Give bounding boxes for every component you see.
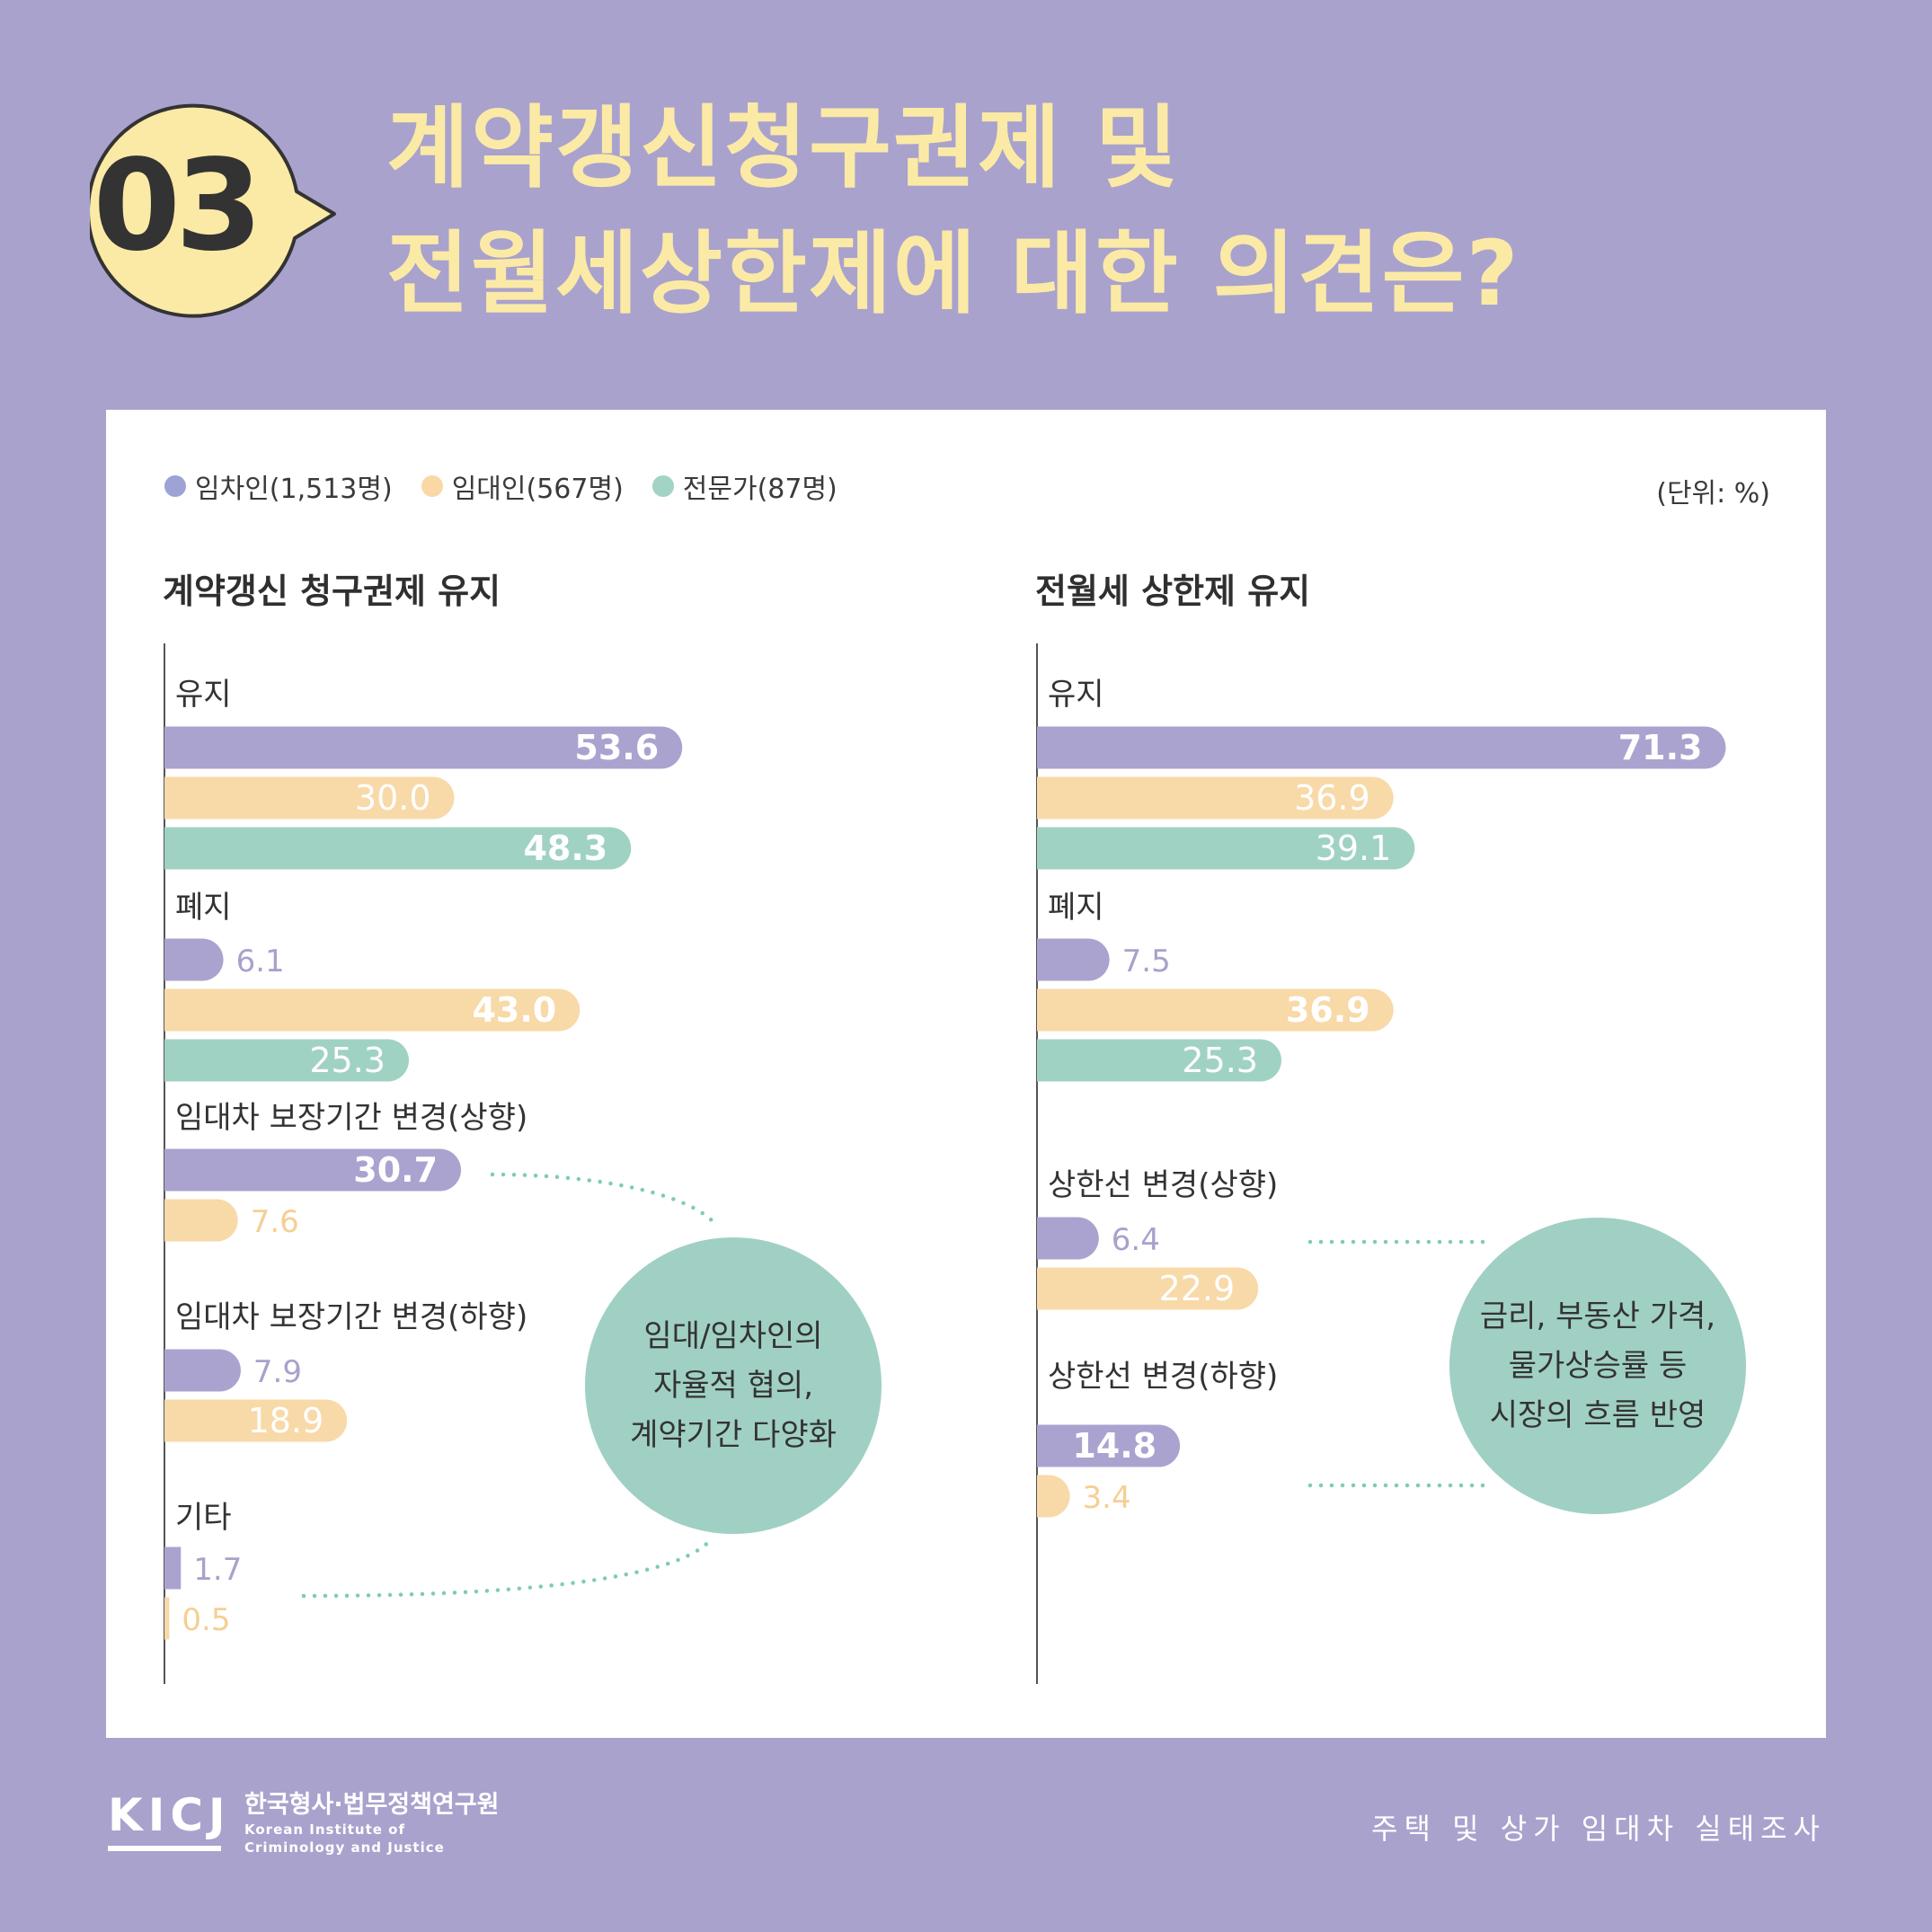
chart1-annotation-line-1: 임대/임차인의 [643,1318,822,1354]
legend-label-landlord: 임대인(567명) [451,474,624,505]
chart2-bar-expert [1037,1039,1281,1082]
chart1-title: 계약갱신 청구권제 유지 [163,572,501,611]
number-badge: 03 [90,103,336,318]
legend-item-expert: 전문가(87명) [651,466,837,506]
org-name-english-1: Korean Institute of [244,1821,406,1838]
chart1-value-label: 53.6 [574,728,659,767]
chart1-value-label: 7.9 [253,1354,302,1390]
chart1-bar-landlord [164,1199,238,1242]
chart2-bar-tenant [1037,938,1110,981]
chart2-value-label: 36.9 [1294,778,1370,818]
chart2-value-label: 22.9 [1159,1269,1236,1308]
chart2-bar-landlord [1037,1267,1259,1310]
page-title-line-2: 전월세상한제에 대한 의견은? [386,221,1520,326]
chart2-category-label: 폐지 [1048,890,1104,926]
chart1-bars: 유지 53.6 30.0 48.3 폐지6.1 43.0 25.3 임대차 보장기간 변경(상… [164,677,683,1640]
chart1-annotation-line-3: 계약기간 다양화 [630,1417,837,1453]
chart1-connector-bottom [301,1536,714,1599]
chart2-annotation-bubble [1449,1218,1746,1514]
page-title-line-1: 계약갱신청구권제 및 [386,95,1180,200]
chart1-bar-tenant [164,1148,462,1192]
chart1-bar-landlord [164,1399,348,1442]
chart2-annotation-line-3: 시장의 흐름 반영 [1490,1397,1706,1433]
legend-item-tenant: 임차인(1,513명) [164,466,393,506]
chart1-value-label: 6.1 [236,944,285,979]
chart2-bar-landlord [1037,988,1394,1032]
chart2-value-label: 71.3 [1618,728,1703,767]
chart1-category-label: 기타 [175,1500,232,1536]
chart1-bar-landlord [164,1597,170,1640]
chart2-value-label: 25.3 [1182,1041,1258,1080]
chart1-bar-expert [164,1039,409,1082]
chart1-bar-tenant [164,1546,182,1590]
chart2-bar-landlord [1037,1475,1070,1518]
chart1-value-label: 30.0 [355,778,431,818]
chart1-value-label: 1.7 [193,1552,242,1588]
chart1-value-label: 25.3 [309,1041,386,1080]
org-name-korean: 한국형사·법무정책연구원 [244,1791,500,1819]
chart1-value-label: 18.9 [248,1401,324,1440]
unit-label: (단위: %) [1656,478,1770,510]
chart1-annotation-line-2: 자율적 협의, [653,1368,813,1404]
legend: 임차인(1,513명) 임대인(567명) 전문가(87명) [164,464,866,509]
chart2-bars: 유지 71.3 36.9 39.1 폐지 7.5 36.9 25.3 상한선 변경(상향) 6.4… [1037,677,1726,1518]
chart1-bar-tenant [164,1349,241,1392]
chart2-bar-tenant [1037,1217,1099,1260]
chart1-bar-tenant [164,726,683,769]
chart1-annotation-bubble [585,1237,882,1534]
org-name-block: 한국형사·법무정책연구원 Korean Institute of Crimino… [244,1790,500,1857]
chart2-bar-landlord [1037,776,1394,820]
legend-item-landlord: 임대인(567명) [421,466,624,506]
chart2-value-label: 7.5 [1122,944,1171,979]
chart2-title: 전월세 상한제 유지 [1035,572,1310,611]
chart1-category-label: 유지 [175,677,232,713]
chart2-value-label: 14.8 [1072,1426,1157,1466]
chart2-annotation-line-2: 물가상승률 등 [1509,1348,1688,1384]
chart1-value-label: 30.7 [353,1150,438,1190]
chart2-bar-tenant [1037,726,1726,769]
chart1-bar-landlord [164,776,455,820]
chart2-bar-tenant [1037,1424,1181,1467]
chart2-category-label: 상한선 변경(상향) [1048,1167,1278,1203]
org-name-english-2: Criminology and Justice [244,1839,445,1856]
chart1-value-label: 48.3 [523,829,607,868]
charts-svg: 계약갱신 청구권제 유지 유지53.630.048.3폐지6.143.025.3… [163,572,1746,1684]
legend-label-tenant: 임차인(1,513명) [195,474,393,505]
chart2-annotation-line-1: 금리, 부동산 가격, [1480,1298,1715,1334]
chart2-bar-expert [1037,827,1415,870]
chart2-category-label: 상한선 변경(하향) [1048,1359,1278,1395]
chart2-value-label: 3.4 [1083,1480,1131,1516]
kicj-logo: KICJ [108,1790,231,1851]
chart2-category-label: 유지 [1048,677,1104,713]
chart1-value-label: 7.6 [251,1204,299,1240]
badge-number: 03 [93,133,258,279]
chart1-bar-expert [164,827,632,870]
chart-card: 임차인(1,513명) 임대인(567명) 전문가(87명) (단위: %) 계… [106,410,1826,1738]
legend-dot-tenant [164,475,186,497]
chart1-category-label: 임대차 보장기간 변경(상향) [175,1100,527,1136]
chart1-bar-landlord [164,988,580,1032]
chart1-category-label: 임대차 보장기간 변경(하향) [175,1299,527,1335]
kicj-logo-text: KICJ [108,1789,231,1841]
chart1-value-label: 43.0 [472,990,556,1030]
chart1-value-label: 0.5 [182,1602,230,1638]
chart1-bar-tenant [164,938,224,981]
badge-bubble-shape [90,103,336,318]
chart1-connector-top [490,1172,714,1223]
legend-dot-expert [651,475,674,497]
legend-label-expert: 전문가(87명) [682,474,837,505]
kicj-logo-underline [108,1846,221,1851]
chart2-value-label: 6.4 [1112,1222,1160,1258]
legend-dot-landlord [421,475,443,497]
chart2-value-label: 39.1 [1316,829,1392,868]
chart1-category-label: 폐지 [175,890,232,926]
chart2-value-label: 36.9 [1286,990,1370,1030]
footer-survey-title: 주택 및 상가 임대차 실태조사 [1371,1812,1826,1846]
